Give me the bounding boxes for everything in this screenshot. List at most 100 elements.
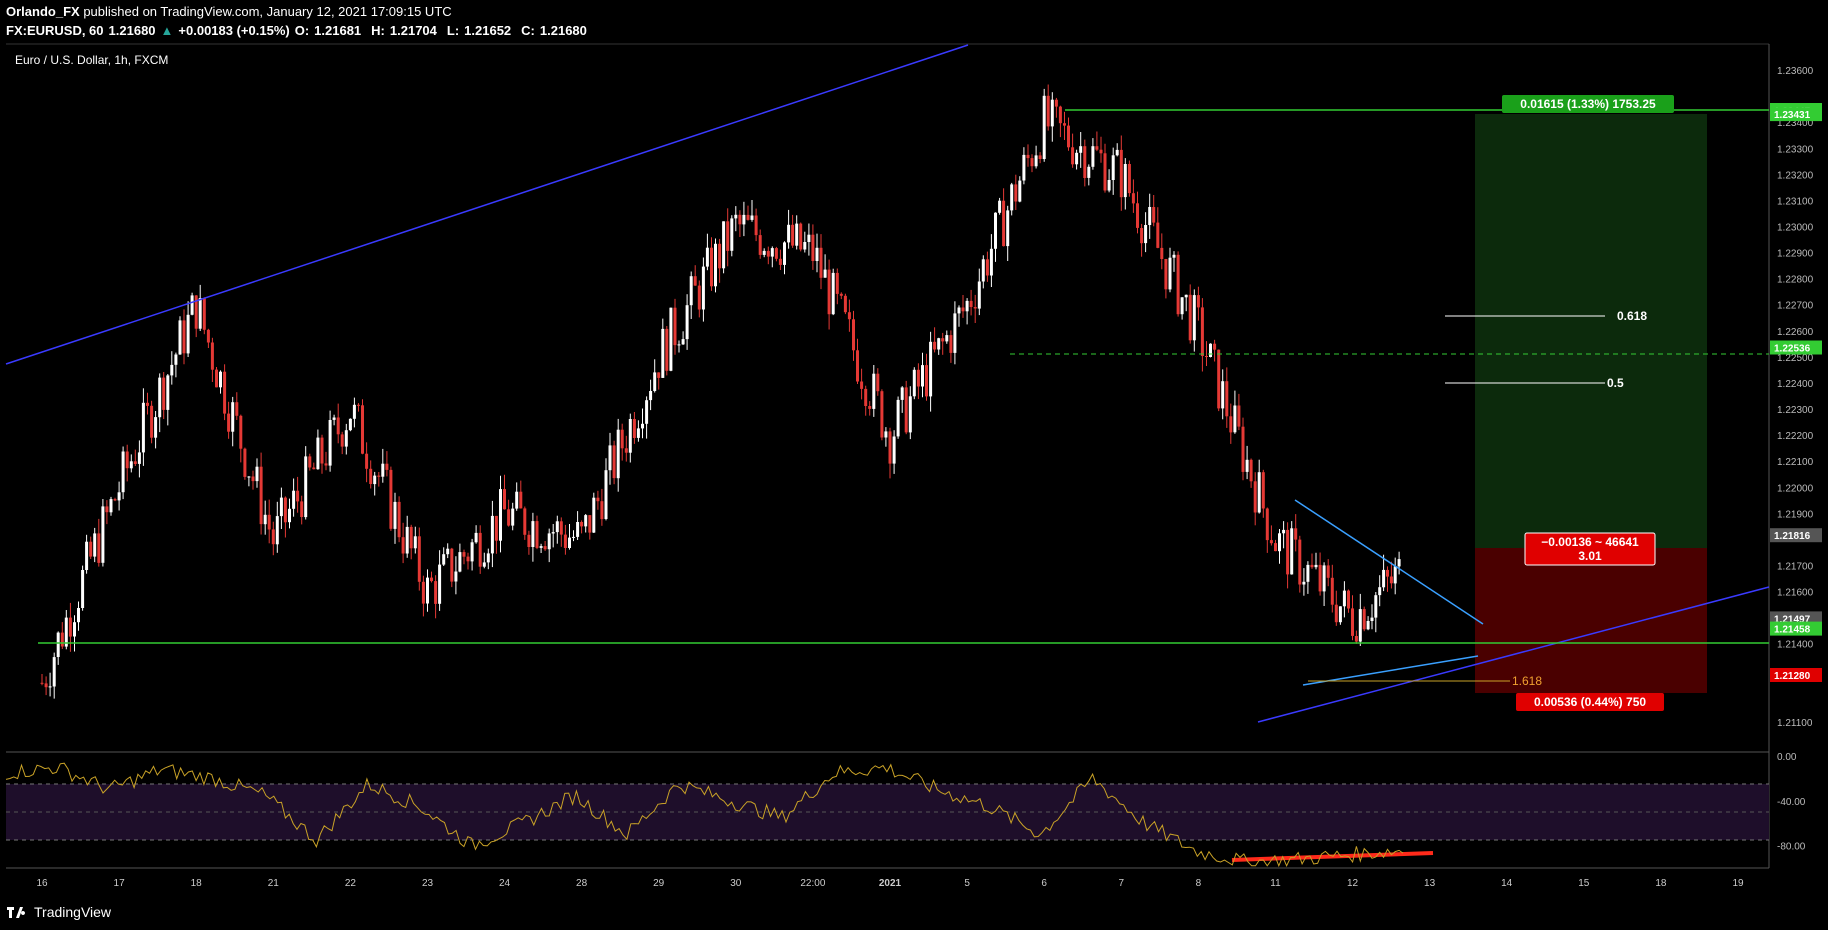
- candle-body[interactable]: [1010, 184, 1014, 211]
- candle-body[interactable]: [1107, 180, 1111, 191]
- candle-body[interactable]: [998, 200, 1002, 213]
- candle-body[interactable]: [1095, 146, 1099, 150]
- candle-body[interactable]: [1213, 343, 1217, 350]
- candle-body[interactable]: [535, 521, 539, 548]
- candle-body[interactable]: [316, 437, 320, 470]
- candle-body[interactable]: [1034, 155, 1038, 167]
- candle-body[interactable]: [1103, 153, 1107, 191]
- candle-body[interactable]: [1172, 254, 1176, 258]
- candle-body[interactable]: [1091, 146, 1095, 167]
- candle-body[interactable]: [85, 541, 89, 570]
- candle-body[interactable]: [1286, 529, 1290, 575]
- candle-body[interactable]: [1180, 297, 1184, 315]
- stop-label-box[interactable]: [1516, 693, 1664, 711]
- candle-body[interactable]: [1354, 636, 1358, 642]
- candle-body[interactable]: [393, 501, 397, 529]
- candle-body[interactable]: [1164, 259, 1168, 290]
- candle-body[interactable]: [328, 420, 332, 466]
- candle-body[interactable]: [758, 235, 762, 255]
- candle-body[interactable]: [470, 542, 474, 562]
- candle-body[interactable]: [494, 515, 498, 541]
- candle-body[interactable]: [908, 396, 912, 433]
- candle-body[interactable]: [981, 259, 985, 282]
- candle-body[interactable]: [150, 405, 154, 438]
- candle-body[interactable]: [527, 534, 531, 547]
- candle-body[interactable]: [856, 350, 859, 382]
- candle-body[interactable]: [377, 475, 381, 477]
- candle-body[interactable]: [636, 428, 640, 438]
- candle-body[interactable]: [714, 243, 717, 287]
- candle-body[interactable]: [507, 509, 511, 526]
- candle-body[interactable]: [202, 298, 206, 330]
- candle-body[interactable]: [1282, 529, 1286, 534]
- candle-body[interactable]: [673, 307, 677, 346]
- candle-body[interactable]: [1148, 207, 1152, 225]
- candle-body[interactable]: [693, 276, 697, 286]
- candle-body[interactable]: [1152, 207, 1156, 223]
- candle-body[interactable]: [612, 445, 616, 479]
- candle-body[interactable]: [1014, 184, 1018, 202]
- candle-body[interactable]: [462, 552, 466, 557]
- candle-body[interactable]: [1310, 564, 1314, 568]
- candle-body[interactable]: [1144, 225, 1148, 244]
- candle-body[interactable]: [1225, 381, 1229, 417]
- candle-body[interactable]: [1123, 164, 1127, 198]
- candle-body[interactable]: [604, 470, 608, 519]
- candle-body[interactable]: [519, 491, 523, 509]
- candle-body[interactable]: [1374, 595, 1378, 618]
- candle-body[interactable]: [1370, 617, 1374, 621]
- candle-body[interactable]: [223, 371, 227, 414]
- candle-body[interactable]: [1111, 155, 1115, 180]
- candle-body[interactable]: [186, 314, 190, 354]
- candle-body[interactable]: [166, 375, 170, 410]
- candle-body[interactable]: [864, 388, 868, 406]
- candle-body[interactable]: [56, 632, 60, 657]
- candle-body[interactable]: [1330, 577, 1334, 605]
- candle-body[interactable]: [596, 497, 600, 502]
- candle-body[interactable]: [219, 371, 222, 388]
- candle-body[interactable]: [726, 221, 730, 251]
- candle-body[interactable]: [486, 553, 490, 563]
- candle-body[interactable]: [900, 387, 904, 400]
- candle-body[interactable]: [340, 434, 344, 447]
- candle-body[interactable]: [977, 281, 981, 309]
- candle-body[interactable]: [949, 335, 953, 353]
- candle-body[interactable]: [1192, 295, 1196, 341]
- candle-body[interactable]: [1314, 564, 1318, 568]
- candle-body[interactable]: [555, 521, 559, 533]
- candle-body[interactable]: [819, 247, 823, 278]
- candle-body[interactable]: [296, 490, 300, 502]
- candle-body[interactable]: [762, 250, 766, 255]
- candle-body[interactable]: [815, 247, 819, 261]
- candle-body[interactable]: [616, 429, 620, 479]
- candle-body[interactable]: [860, 381, 864, 389]
- candle-body[interactable]: [1196, 295, 1200, 308]
- candle-body[interactable]: [450, 548, 454, 582]
- candle-body[interactable]: [645, 400, 649, 424]
- candle-body[interactable]: [588, 515, 592, 533]
- candle-body[interactable]: [1342, 590, 1346, 607]
- candle-body[interactable]: [1290, 528, 1294, 575]
- candle-body[interactable]: [1318, 564, 1322, 592]
- candle-body[interactable]: [48, 686, 52, 688]
- candle-body[interactable]: [1229, 416, 1233, 433]
- candle-body[interactable]: [941, 338, 945, 342]
- candle-body[interactable]: [466, 556, 470, 562]
- candle-body[interactable]: [1030, 158, 1034, 167]
- candle-body[interactable]: [1241, 426, 1245, 472]
- candle-body[interactable]: [929, 341, 933, 397]
- candle-body[interactable]: [373, 475, 377, 485]
- candle-body[interactable]: [109, 499, 113, 513]
- candle-body[interactable]: [389, 469, 393, 529]
- candle-body[interactable]: [1257, 472, 1261, 513]
- candle-body[interactable]: [665, 328, 669, 371]
- candle-body[interactable]: [182, 320, 186, 354]
- candle-body[interactable]: [1083, 146, 1087, 178]
- candle-body[interactable]: [921, 365, 924, 387]
- candle-body[interactable]: [933, 341, 937, 350]
- candle-body[interactable]: [446, 548, 450, 555]
- candle-body[interactable]: [872, 373, 876, 409]
- profit-zone[interactable]: [1475, 114, 1707, 548]
- candle-body[interactable]: [352, 404, 356, 419]
- candle-body[interactable]: [1071, 147, 1075, 165]
